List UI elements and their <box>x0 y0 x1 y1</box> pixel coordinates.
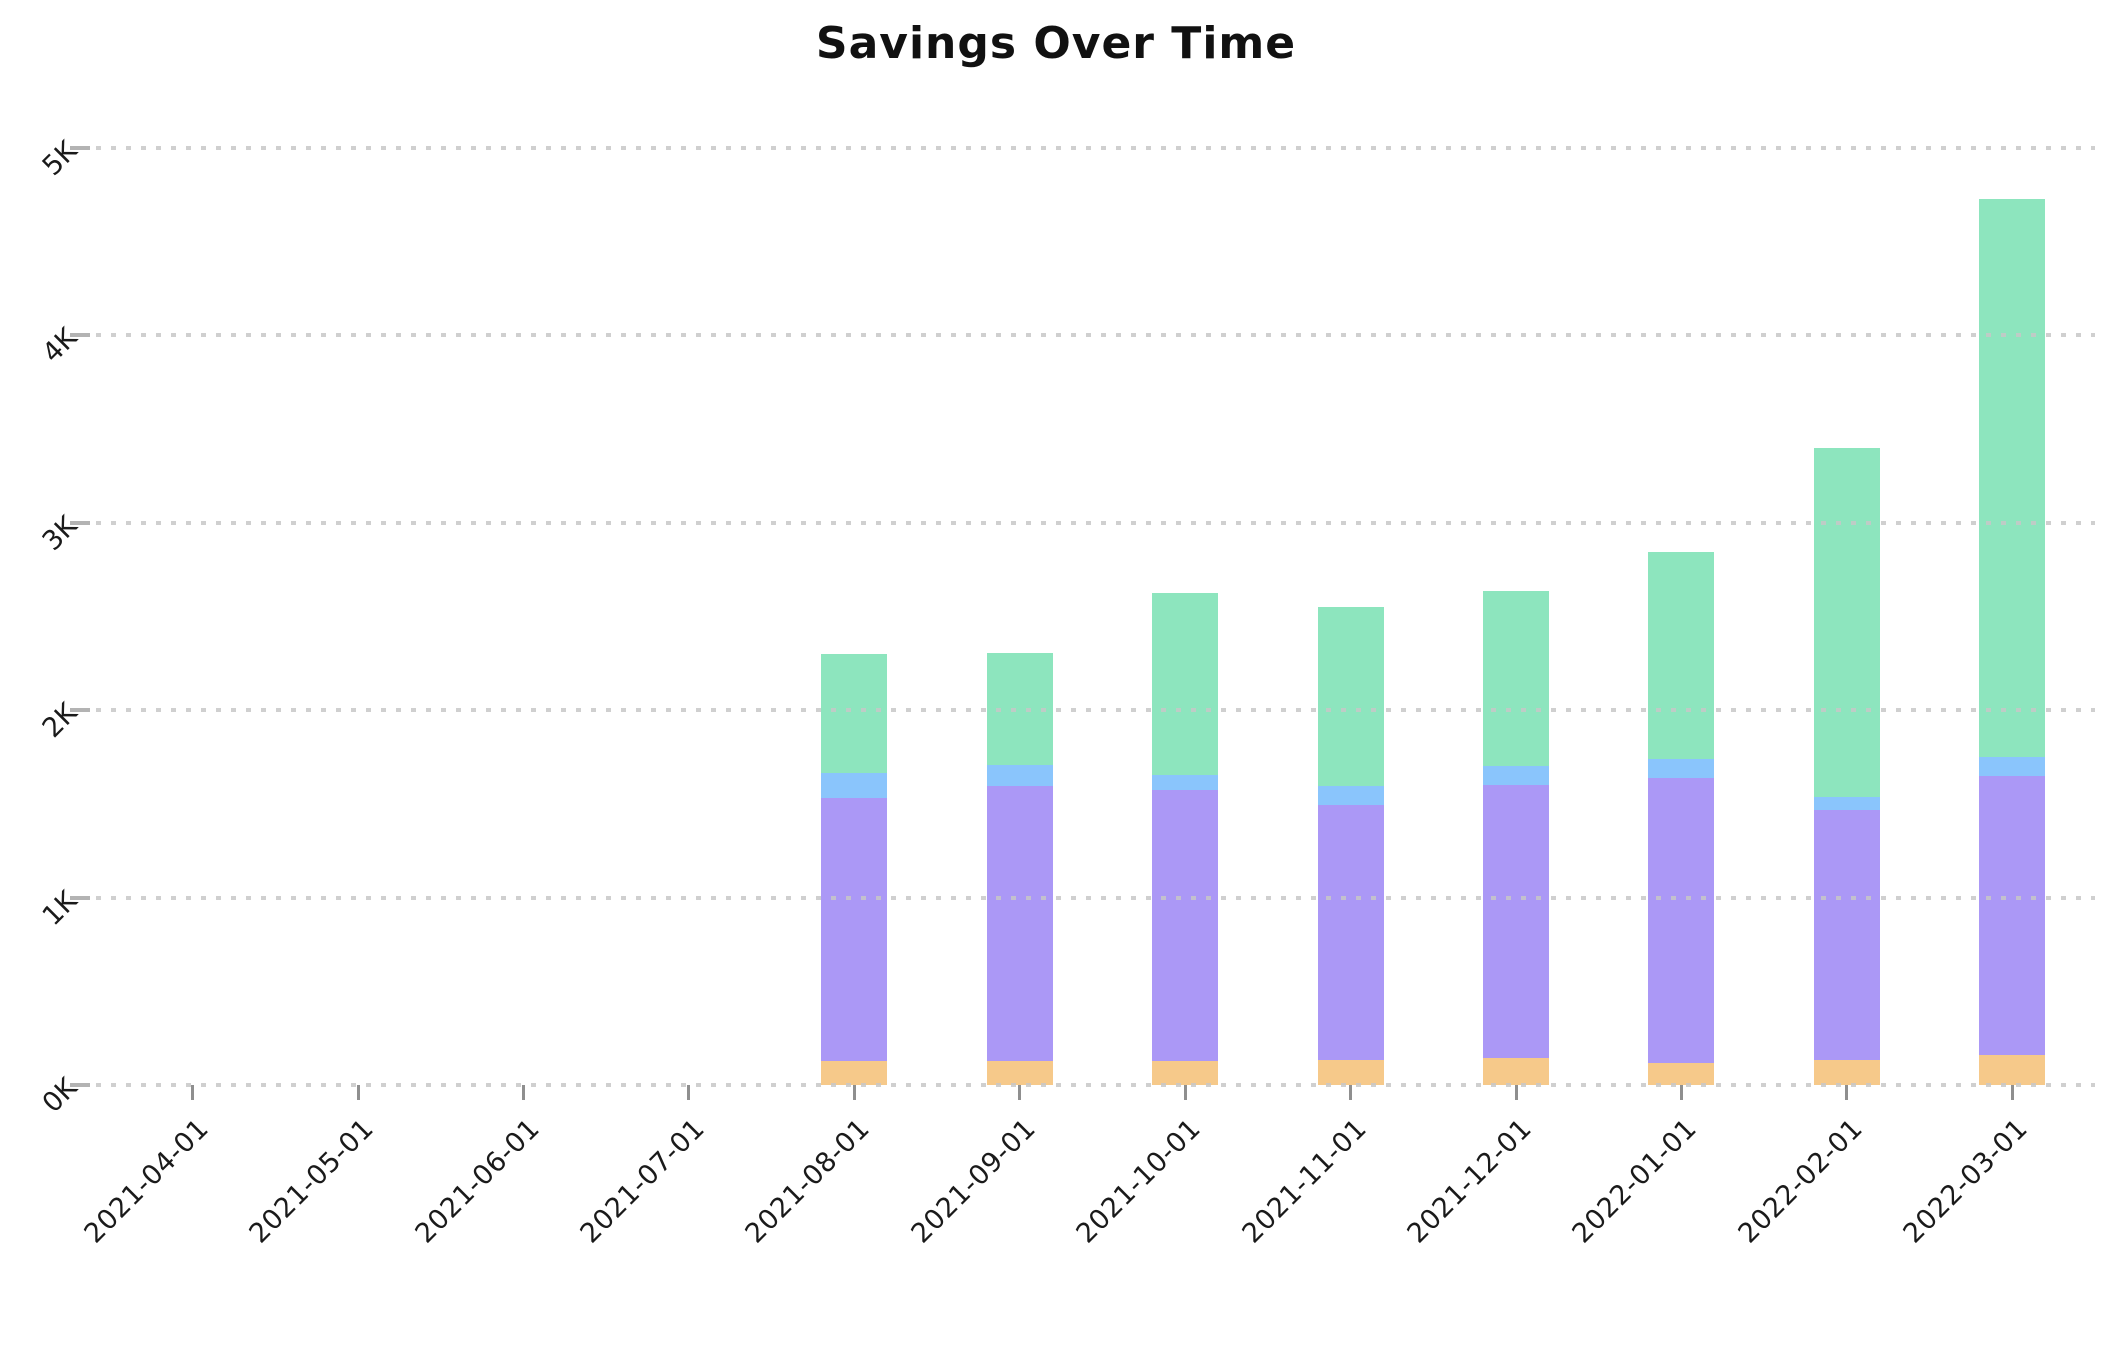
y-axis-tick <box>70 1083 90 1087</box>
bar-segment-green <box>1979 199 2046 757</box>
x-axis-tick <box>1349 1085 1353 1100</box>
bar-segment-purple <box>986 785 1053 1061</box>
bar-segment-purple <box>1813 810 1880 1060</box>
bar-segment-orange <box>821 1060 888 1085</box>
x-axis-tick <box>1679 1085 1683 1100</box>
bar-segment-green <box>1813 447 1880 798</box>
bar-segment-blue <box>1979 756 2046 776</box>
bar-segment-green <box>821 653 888 773</box>
gridline-5K <box>96 145 2095 150</box>
bar-segment-blue <box>986 765 1053 786</box>
y-tick-label: 1K <box>36 884 84 932</box>
y-axis-tick <box>70 895 90 900</box>
x-axis-tick <box>687 1085 691 1100</box>
y-tick-label: 5K <box>36 134 84 182</box>
y-tick-label: 0K <box>36 1072 84 1119</box>
bar-segment-purple <box>1648 777 1715 1063</box>
x-axis-tick <box>522 1085 526 1100</box>
y-tick-label: 2K <box>36 697 84 744</box>
x-axis-tick <box>1018 1085 1022 1100</box>
x-axis-tick <box>1183 1085 1187 1100</box>
bar-segment-blue <box>821 772 888 799</box>
gridline-3K <box>96 520 2095 525</box>
bar-segment-green <box>1483 590 1550 767</box>
bar-segment-orange <box>1152 1060 1219 1085</box>
gridline-4K <box>96 333 2095 337</box>
bar-segment-blue <box>1317 785 1384 805</box>
bar-segment-orange <box>1813 1059 1880 1085</box>
x-axis-tick <box>191 1085 195 1100</box>
y-axis-tick <box>70 520 90 525</box>
bar-segment-blue <box>1648 758 1715 778</box>
bar-segment-orange <box>1979 1055 2046 1085</box>
x-axis-tick <box>1514 1085 1518 1100</box>
gridline-1K <box>96 895 2095 900</box>
y-axis-tick <box>70 333 90 337</box>
bar-segment-purple <box>1152 789 1219 1061</box>
y-tick-label: 4K <box>36 322 84 369</box>
bar-segment-blue <box>1483 766 1550 785</box>
bar-segment-orange <box>1317 1059 1384 1085</box>
x-axis-tick <box>1845 1085 1849 1100</box>
y-axis-tick <box>70 708 90 712</box>
bar-segment-orange <box>1648 1062 1715 1085</box>
bar-segment-orange <box>986 1060 1053 1085</box>
savings-chart: Savings Over Time 0K 1K 2K 3K 4K 5K 2021-04-01… <box>36 18 2095 1250</box>
bar-segment-green <box>1152 592 1219 775</box>
bar-segment-blue <box>1813 797 1880 811</box>
plot-area: 0K 1K 2K 3K 4K 5K 2021-04-01 2021-05-01 2021-06-… <box>36 134 2095 1249</box>
bar-segment-orange <box>1483 1057 1550 1085</box>
bar-segment-green <box>1648 551 1715 759</box>
x-axis-tick <box>356 1085 360 1100</box>
bar-segment-green <box>1317 606 1384 786</box>
x-axis-tick <box>852 1085 856 1100</box>
gridline-0K <box>96 1083 2095 1087</box>
y-tick-label: 3K <box>36 509 84 557</box>
y-axis-tick <box>70 145 90 150</box>
bar-segment-purple <box>1317 804 1384 1060</box>
x-axis-tick <box>2010 1085 2014 1100</box>
bar-segment-blue <box>1152 774 1219 790</box>
bar-segment-purple <box>1979 775 2046 1055</box>
gridline-2K <box>96 708 2095 712</box>
chart-title: Savings Over Time <box>815 18 1297 69</box>
bar-segment-purple <box>821 798 888 1061</box>
bar-segment-purple <box>1483 785 1550 1058</box>
